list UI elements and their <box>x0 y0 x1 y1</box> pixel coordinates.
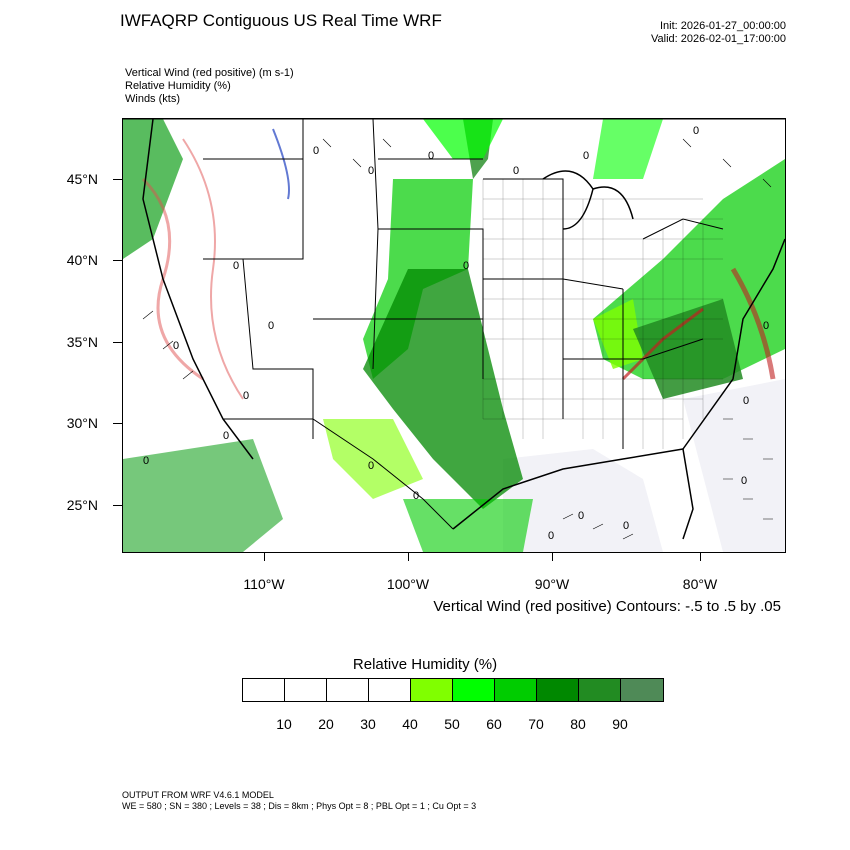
atlantic-water-area <box>683 379 785 552</box>
lon-label-90w: 90°W <box>534 576 570 592</box>
colorbar-label: 70 <box>528 716 544 732</box>
vertical-wind-montana <box>272 128 290 200</box>
colorbar-label: 90 <box>612 716 628 732</box>
lat-label-35n: 35°N <box>66 334 98 350</box>
humidity-great-lakes <box>593 119 663 179</box>
colorbar-label: 30 <box>360 716 376 732</box>
lon-tick <box>552 552 553 561</box>
contour-label: 0 <box>743 395 749 407</box>
colorbar-box <box>243 679 285 701</box>
lat-label-40n: 40°N <box>66 252 98 268</box>
contour-label: 0 <box>513 165 519 177</box>
lat-tick <box>113 423 122 424</box>
variable-relative-humidity: Relative Humidity (%) <box>125 80 231 92</box>
init-time: Init: 2026-01-27_00:00:00 <box>660 20 786 32</box>
contour-label: 0 <box>413 490 419 502</box>
lon-tick <box>700 552 701 561</box>
model-version: OUTPUT FROM WRF V4.6.1 MODEL <box>122 790 274 800</box>
colorbar-label: 80 <box>570 716 586 732</box>
colorbar-box <box>369 679 411 701</box>
lon-tick <box>264 552 265 561</box>
humidity-minnesota <box>423 119 503 159</box>
colorbar-box <box>579 679 621 701</box>
contour-label: 0 <box>173 340 179 352</box>
lon-label-80w: 80°W <box>682 576 718 592</box>
lat-tick <box>113 179 122 180</box>
contour-label: 0 <box>583 150 589 162</box>
colorbar-label: 50 <box>444 716 460 732</box>
contour-label: 0 <box>463 260 469 272</box>
map-title: IWFAQRP Contiguous US Real Time WRF <box>120 11 442 30</box>
gulf-water-area <box>503 449 663 552</box>
humidity-appalachian <box>593 159 785 379</box>
colorbar-box <box>621 679 663 701</box>
lat-tick <box>113 342 122 343</box>
lat-label-45n: 45°N <box>66 171 98 187</box>
model-info: OUTPUT FROM WRF V4.6.1 MODEL WE = 580 ; … <box>122 790 476 812</box>
colorbar-label: 60 <box>486 716 502 732</box>
contour-label: 0 <box>368 165 374 177</box>
colorbar-label: 10 <box>276 716 292 732</box>
humidity-mexico <box>123 439 283 552</box>
humidity-carolinas <box>633 299 743 399</box>
variable-winds: Winds (kts) <box>125 93 180 105</box>
map-canvas: 0 0 0 0 0 0 0 0 0 0 0 0 0 0 0 0 0 0 0 0 … <box>123 119 785 552</box>
contour-label: 0 <box>693 125 699 137</box>
lat-label-25n: 25°N <box>66 497 98 513</box>
colorbar-label: 40 <box>402 716 418 732</box>
colorbar-box <box>495 679 537 701</box>
colorbar-label: 20 <box>318 716 334 732</box>
contour-label: 0 <box>623 520 629 532</box>
lat-tick <box>113 505 122 506</box>
lat-tick <box>113 260 122 261</box>
contour-label: 0 <box>233 260 239 272</box>
contour-label: 0 <box>578 510 584 522</box>
vertical-wind-atlantic <box>730 267 776 380</box>
contour-label: 0 <box>223 430 229 442</box>
lat-label-30n: 30°N <box>66 415 98 431</box>
humidity-kentucky <box>593 299 643 369</box>
contour-label: 0 <box>268 320 274 332</box>
init-valid-times: Init: 2026-01-27_00:00:00 Valid: 2026-02… <box>651 20 786 46</box>
humidity-colorbar <box>242 678 664 702</box>
lon-label-110w: 110°W <box>243 576 285 592</box>
contour-label: 0 <box>741 475 747 487</box>
colorbar-box <box>285 679 327 701</box>
lon-label-100w: 100°W <box>386 576 430 592</box>
wind-barbs <box>142 138 773 540</box>
valid-time: Valid: 2026-02-01_17:00:00 <box>651 33 786 45</box>
weather-map: 0 0 0 0 0 0 0 0 0 0 0 0 0 0 0 0 0 0 0 0 … <box>122 118 786 553</box>
contour-labels: 0 0 0 0 0 0 0 0 0 0 0 0 0 0 0 0 0 0 0 0 … <box>143 125 769 542</box>
model-config: WE = 580 ; SN = 380 ; Levels = 38 ; Dis … <box>122 801 477 811</box>
contour-label: 0 <box>368 460 374 472</box>
humidity-gulf-coast <box>403 499 533 552</box>
vertical-wind-rockies <box>182 138 244 400</box>
lon-tick <box>408 552 409 561</box>
county-grid <box>482 179 723 449</box>
colorbar-box <box>411 679 453 701</box>
contour-label: 0 <box>143 455 149 467</box>
variable-vertical-wind: Vertical Wind (red positive) (m s-1) <box>125 67 294 79</box>
colorbar-box <box>453 679 495 701</box>
contour-note: Vertical Wind (red positive) Contours: -… <box>433 598 781 615</box>
colorbar-box <box>537 679 579 701</box>
contour-label: 0 <box>428 150 434 162</box>
coastlines <box>142 119 785 540</box>
variable-list: Vertical Wind (red positive) (m s-1) Rel… <box>125 67 294 106</box>
legend-title: Relative Humidity (%) <box>352 656 498 673</box>
contour-label: 0 <box>313 145 319 157</box>
contour-label: 0 <box>243 390 249 402</box>
colorbar-box <box>327 679 369 701</box>
contour-label: 0 <box>548 530 554 542</box>
contour-label: 0 <box>763 320 769 332</box>
